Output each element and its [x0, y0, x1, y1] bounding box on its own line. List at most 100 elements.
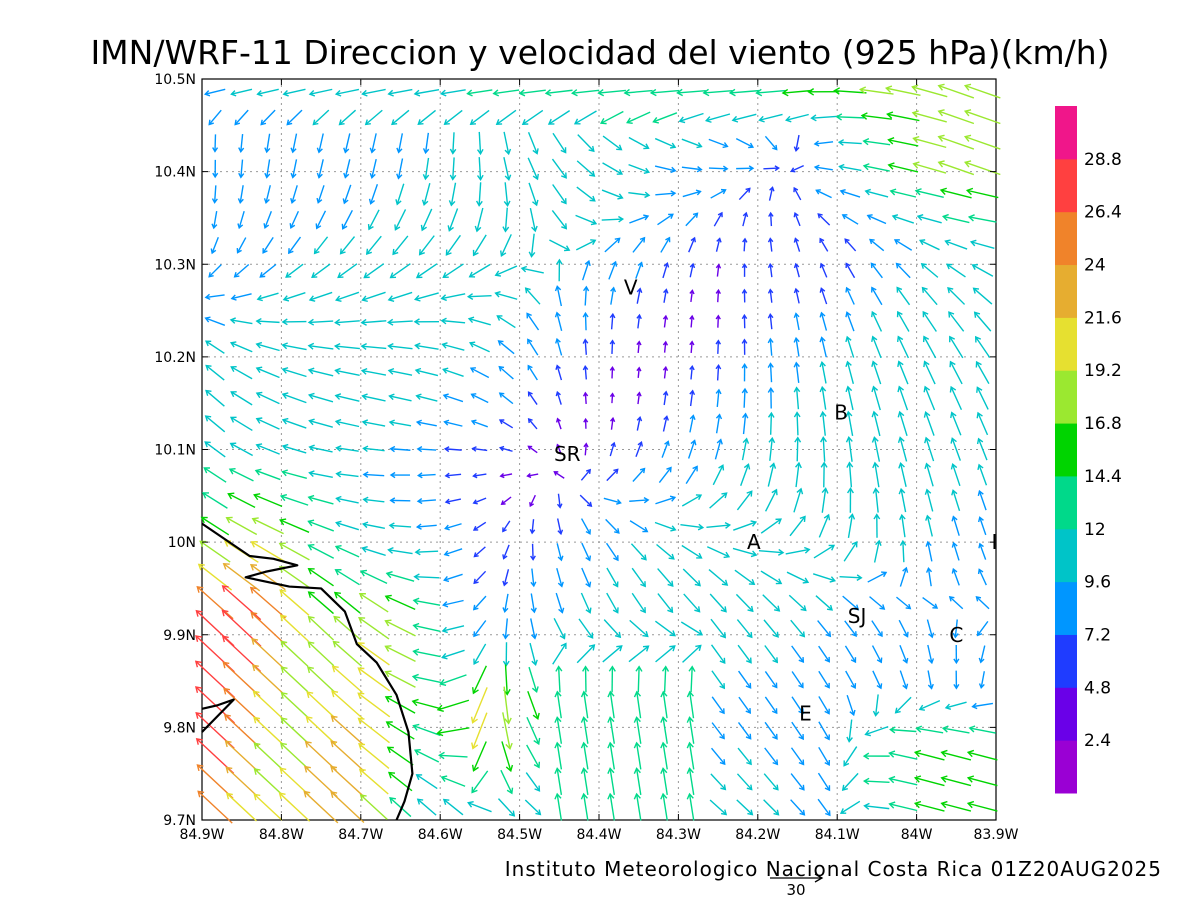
wind-arrow [974, 311, 992, 332]
wind-arrow-head [415, 774, 423, 781]
wind-arrow-head [670, 166, 677, 174]
wind-arrow [556, 793, 563, 821]
wind-arrow-head [307, 367, 315, 375]
wind-arrow [848, 462, 853, 488]
wind-arrow [606, 567, 619, 587]
wind-arrow [576, 160, 595, 177]
wind-arrow [333, 641, 363, 667]
wind-arrow-head [253, 793, 261, 801]
wind-arrow-head [250, 541, 258, 548]
wind-arrow [280, 640, 309, 667]
wind-arrow [913, 137, 947, 149]
wind-arrow-head [666, 466, 672, 473]
wind-arrow [764, 747, 778, 765]
wind-arrow-head [719, 657, 726, 665]
wind-arrow-head [280, 717, 288, 725]
coastline-path [201, 698, 235, 733]
wind-arrow-head [902, 566, 909, 573]
x-tick-label: 84W [901, 827, 933, 843]
wind-arrow-head [668, 553, 675, 560]
wind-arrow-head [775, 578, 783, 585]
wind-arrow-head [556, 503, 563, 509]
wind-arrow-head [742, 211, 749, 218]
wind-arrow-head [793, 386, 801, 393]
wind-arrow-head [384, 670, 392, 678]
wind-arrow-head [662, 365, 669, 372]
wind-arrow [257, 88, 279, 95]
place-label: E [799, 701, 812, 725]
wind-arrow-head [767, 362, 774, 368]
wind-arrow-head [587, 632, 594, 639]
wind-arrow-head [585, 468, 591, 474]
wind-arrow-head [715, 413, 723, 420]
wind-arrow [530, 618, 536, 639]
wind-arrow [556, 742, 563, 770]
wind-arrow [473, 497, 487, 504]
wind-arrow-head [467, 316, 475, 324]
wind-arrow [444, 573, 463, 581]
wind-arrow [769, 213, 773, 227]
wind-arrow [528, 391, 538, 405]
wind-arrow [716, 389, 720, 407]
y-tick-label: 10.1N [154, 443, 196, 459]
wind-arrow-head [502, 633, 509, 640]
wind-arrow [197, 790, 233, 824]
wind-arrow [890, 190, 917, 198]
wind-arrow [815, 595, 833, 611]
wind-arrow-head [384, 619, 392, 627]
wind-arrow-head [851, 541, 858, 548]
wind-arrow-head [825, 631, 832, 638]
wind-arrow-head [468, 341, 476, 348]
wind-arrow-head [870, 262, 877, 269]
wind-arrow [580, 592, 591, 613]
wind-arrow [913, 163, 947, 174]
wind-arrow [259, 263, 277, 278]
wind-arrow-head [976, 630, 983, 637]
wind-arrow [793, 488, 802, 513]
wind-arrow-head [307, 567, 315, 575]
wind-arrow-head [228, 467, 236, 475]
wind-arrow [789, 516, 806, 537]
wind-arrow [439, 754, 468, 758]
colorbar-segment [1055, 581, 1077, 635]
wind-arrow-head [810, 114, 817, 122]
wind-arrow-head [210, 248, 217, 255]
wind-arrow [363, 263, 385, 279]
wind-arrow-head [828, 544, 836, 551]
wind-arrow [527, 157, 539, 180]
wind-arrow [834, 89, 867, 94]
wind-arrow-head [554, 311, 561, 318]
wind-arrow-head [897, 410, 905, 418]
wind-arrow [912, 86, 948, 98]
wind-arrow-head [502, 527, 507, 533]
wind-arrow [653, 112, 678, 123]
wind-arrow [964, 84, 1001, 99]
wind-arrow-head [413, 294, 421, 302]
wind-arrow [818, 645, 830, 663]
wind-arrow [894, 239, 913, 251]
wind-arrow-head [813, 164, 820, 171]
wind-arrow-head [559, 633, 566, 640]
wind-arrow-head [793, 262, 800, 269]
wind-arrow-head [230, 391, 237, 398]
wind-arrow-head [724, 522, 732, 529]
wind-arrow-head [913, 775, 922, 783]
wind-arrow [584, 392, 587, 404]
wind-arrow [873, 540, 880, 563]
wind-arrow-head [978, 657, 985, 664]
wind-arrow-head [875, 539, 882, 546]
wind-arrow [526, 716, 540, 745]
wind-arrow-head [442, 393, 449, 400]
wind-arrow [895, 696, 912, 714]
wind-arrow [848, 719, 853, 742]
wind-arrow [336, 88, 360, 95]
wind-arrow [582, 768, 589, 795]
wind-arrow-head [741, 387, 748, 394]
wind-arrow-head [447, 225, 454, 232]
wind-arrow-head [948, 595, 955, 602]
wind-arrow [847, 386, 854, 411]
wind-arrow [472, 741, 487, 772]
wind-arrow-head [937, 134, 945, 142]
wind-arrow-head [583, 442, 589, 448]
wind-arrow [452, 157, 455, 180]
